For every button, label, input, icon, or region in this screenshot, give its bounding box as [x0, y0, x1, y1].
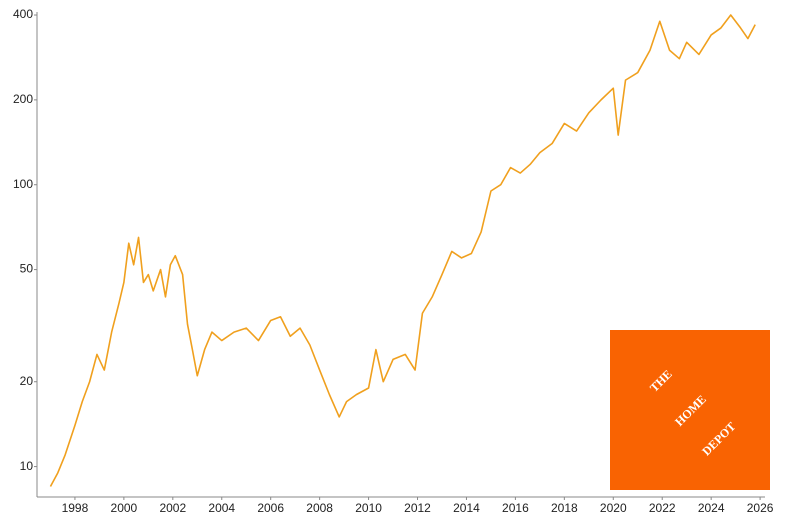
x-tick-label: 2020: [600, 501, 627, 515]
y-tick-label: 10: [20, 459, 34, 473]
logo: THE HOME DEPOT: [610, 330, 770, 490]
x-tick-label: 2026: [747, 501, 774, 515]
logo-square: [610, 330, 770, 490]
x-tick-label: 2014: [453, 501, 480, 515]
x-tick-label: 2016: [502, 501, 529, 515]
x-tick-label: 2000: [111, 501, 138, 515]
x-tick-label: 1998: [62, 501, 89, 515]
y-tick-label: 50: [20, 262, 34, 276]
y-tick-label: 200: [13, 92, 33, 106]
y-tick-label: 100: [13, 177, 33, 191]
x-tick-label: 2004: [208, 501, 235, 515]
price-line: [49, 14, 756, 487]
x-tick-label: 2012: [404, 501, 431, 515]
x-tick-label: 2024: [698, 501, 725, 515]
x-tick-label: 2002: [159, 501, 186, 515]
x-tick-label: 2022: [649, 501, 676, 515]
x-tick-label: 2018: [551, 501, 578, 515]
y-tick-label: 400: [13, 7, 33, 21]
x-tick-label: 2008: [306, 501, 333, 515]
x-tick-label: 2006: [257, 501, 284, 515]
y-tick-label: 20: [20, 374, 34, 388]
x-tick-label: 2010: [355, 501, 382, 515]
